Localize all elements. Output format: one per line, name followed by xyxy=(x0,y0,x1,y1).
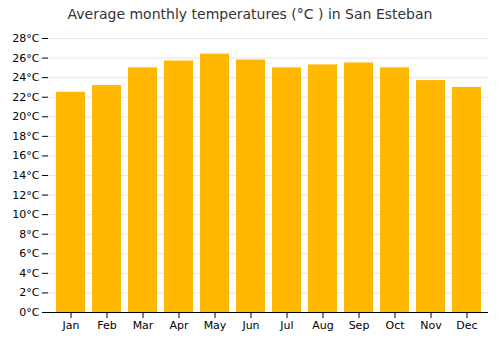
svg-text:Sep: Sep xyxy=(349,319,370,332)
svg-text:Nov: Nov xyxy=(420,319,442,332)
svg-text:Jan: Jan xyxy=(62,319,80,332)
svg-text:4°C: 4°C xyxy=(19,267,39,280)
svg-text:2°C: 2°C xyxy=(19,286,39,299)
svg-text:6°C: 6°C xyxy=(19,247,39,260)
svg-text:Jun: Jun xyxy=(241,319,259,332)
svg-text:Aug: Aug xyxy=(312,319,333,332)
svg-text:Mar: Mar xyxy=(133,319,154,332)
svg-text:Oct: Oct xyxy=(385,319,405,332)
svg-text:16°C: 16°C xyxy=(12,149,39,162)
svg-text:24°C: 24°C xyxy=(12,71,39,84)
svg-text:28°C: 28°C xyxy=(12,32,39,45)
svg-text:22°C: 22°C xyxy=(12,91,39,104)
html-text:Average monthly temperatures (: Average monthly temperatures (°C ) in Sa… xyxy=(67,6,433,22)
svg-text:10°C: 10°C xyxy=(12,208,39,221)
svg-text:0°C: 0°C xyxy=(19,306,39,319)
svg-text:12°C: 12°C xyxy=(12,189,39,202)
svg-text:14°C: 14°C xyxy=(12,169,39,182)
svg-text:May: May xyxy=(204,319,227,332)
svg-text:Apr: Apr xyxy=(169,319,189,332)
svg-text:8°C: 8°C xyxy=(19,228,39,241)
svg-text:18°C: 18°C xyxy=(12,130,39,143)
svg-text:Dec: Dec xyxy=(456,319,477,332)
svg-text:20°C: 20°C xyxy=(12,110,39,123)
svg-text:26°C: 26°C xyxy=(12,52,39,65)
svg-text:Jul: Jul xyxy=(279,319,293,332)
svg-text:Feb: Feb xyxy=(97,319,116,332)
